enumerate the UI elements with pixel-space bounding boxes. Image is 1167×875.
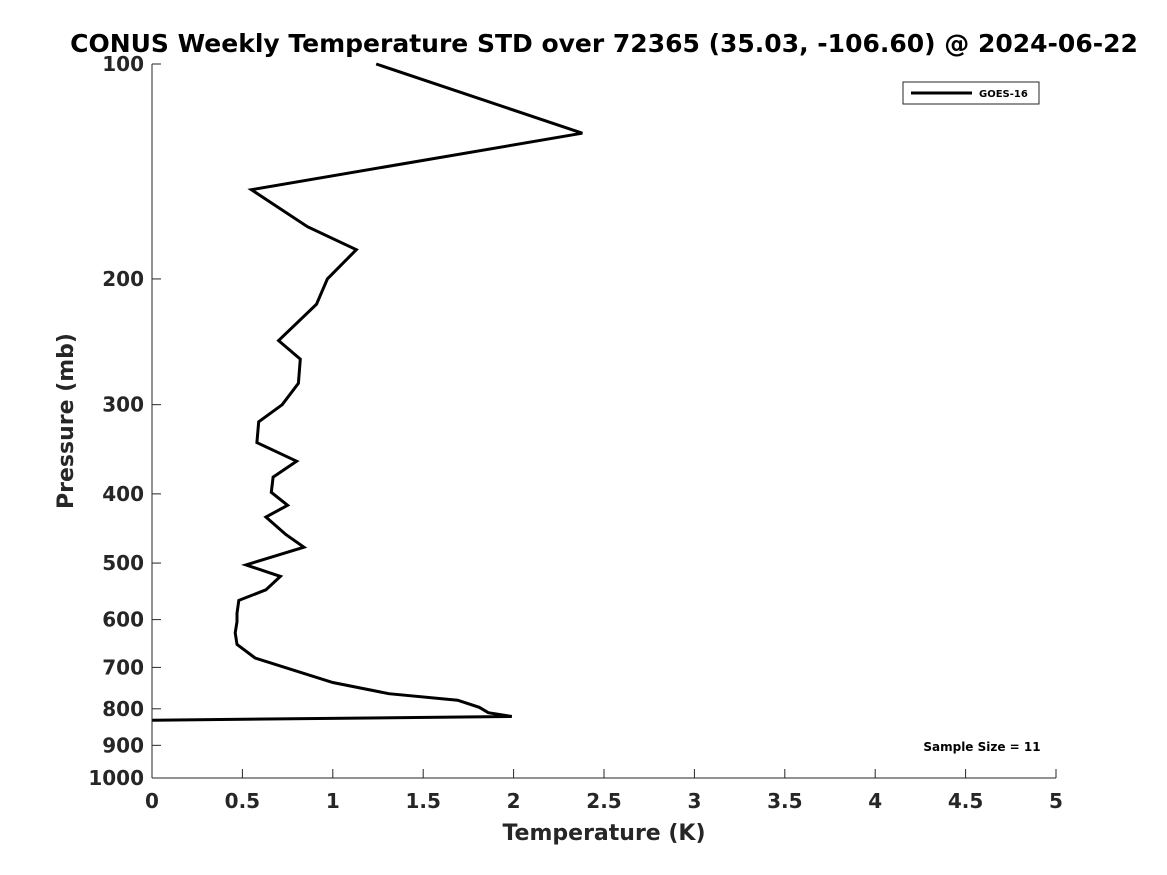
x-tick-label: 3 [687, 789, 701, 813]
y-axis: 100 200 300 400 500 600 700 800 900 1000 [88, 52, 161, 790]
x-tick-label: 4 [868, 789, 882, 813]
x-tick-label: 5 [1049, 789, 1063, 813]
legend: GOES-16 [902, 81, 1040, 105]
y-tick-label: 500 [102, 551, 144, 575]
x-tick-label: 0 [145, 789, 159, 813]
x-tick-label: 1.5 [405, 789, 440, 813]
chart-title: CONUS Weekly Temperature STD over 72365 … [70, 29, 1138, 58]
x-tick-label: 2.5 [586, 789, 621, 813]
x-tick-label: 2 [507, 789, 521, 813]
x-tick-label: 1 [326, 789, 340, 813]
x-tick-label: 3.5 [767, 789, 802, 813]
x-axis-label: Temperature (K) [502, 821, 705, 846]
y-tick-label: 400 [102, 482, 144, 506]
y-tick-label: 700 [102, 655, 144, 679]
legend-label-goes-16: GOES-16 [979, 89, 1028, 100]
y-tick-label: 100 [102, 52, 144, 76]
series-line-goes-16 [151, 62, 583, 722]
y-tick-label: 1000 [88, 766, 144, 790]
sample-size-annotation: Sample Size = 11 [923, 740, 1040, 754]
y-tick-label: 900 [102, 733, 144, 757]
x-tick-label: 4.5 [948, 789, 983, 813]
y-tick-label: 600 [102, 608, 144, 632]
x-tick-label: 0.5 [225, 789, 260, 813]
y-axis-label: Pressure (mb) [54, 333, 79, 509]
y-tick-label: 300 [102, 393, 144, 417]
y-tick-label: 800 [102, 697, 144, 721]
x-axis: 0 0.5 1 1.5 2 2.5 3 3.5 4 4.5 5 [145, 769, 1063, 813]
y-tick-label: 200 [102, 267, 144, 291]
